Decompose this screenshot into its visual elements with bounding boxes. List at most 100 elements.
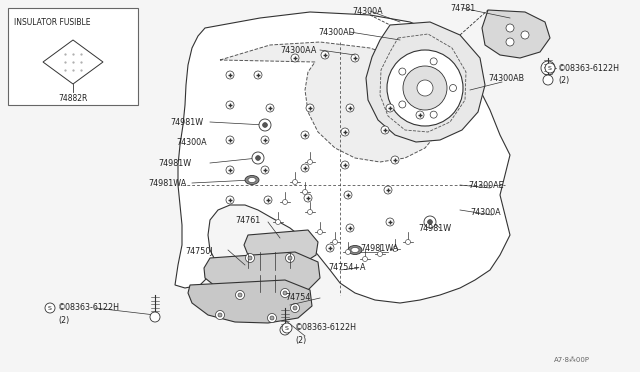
Circle shape	[378, 251, 383, 257]
Text: 74300AB: 74300AB	[488, 74, 524, 83]
Circle shape	[307, 209, 312, 215]
Text: 74754+A: 74754+A	[328, 263, 365, 273]
Ellipse shape	[351, 247, 359, 253]
Text: 74300AE: 74300AE	[468, 180, 504, 189]
Circle shape	[246, 253, 255, 263]
Polygon shape	[366, 22, 485, 142]
Circle shape	[346, 104, 354, 112]
Circle shape	[293, 306, 297, 310]
Text: S: S	[285, 326, 289, 330]
Ellipse shape	[245, 176, 259, 185]
Text: (2): (2)	[295, 336, 307, 344]
Circle shape	[248, 256, 252, 260]
Text: ©08363-6122H: ©08363-6122H	[558, 64, 620, 73]
Circle shape	[255, 155, 260, 160]
Text: (2): (2)	[58, 315, 69, 324]
Text: (2): (2)	[558, 76, 569, 84]
Circle shape	[399, 101, 406, 108]
Circle shape	[321, 51, 329, 59]
Circle shape	[392, 247, 397, 251]
Circle shape	[252, 152, 264, 164]
Circle shape	[291, 304, 300, 312]
Text: S: S	[48, 305, 52, 311]
Circle shape	[362, 257, 367, 262]
Circle shape	[262, 123, 268, 127]
Circle shape	[268, 314, 276, 323]
Circle shape	[416, 111, 424, 119]
Circle shape	[341, 161, 349, 169]
Circle shape	[346, 250, 351, 254]
Text: S: S	[548, 65, 552, 71]
Circle shape	[282, 323, 292, 333]
Circle shape	[254, 71, 262, 79]
Polygon shape	[204, 252, 320, 296]
Text: 74781: 74781	[450, 3, 476, 13]
Circle shape	[280, 289, 289, 298]
Circle shape	[216, 311, 225, 320]
Polygon shape	[220, 42, 445, 162]
Circle shape	[45, 303, 55, 313]
Circle shape	[226, 196, 234, 204]
Polygon shape	[43, 40, 103, 84]
Text: 74300AD: 74300AD	[318, 28, 355, 36]
Text: A7·8⁂00P: A7·8⁂00P	[554, 357, 590, 363]
Text: 74300A: 74300A	[470, 208, 500, 217]
Circle shape	[386, 104, 394, 112]
Circle shape	[303, 189, 307, 195]
Circle shape	[285, 253, 294, 263]
Text: 74981W: 74981W	[158, 158, 191, 167]
Text: 74300A: 74300A	[352, 6, 383, 16]
Circle shape	[264, 196, 272, 204]
Circle shape	[406, 240, 410, 244]
Circle shape	[541, 61, 555, 75]
Circle shape	[236, 291, 244, 299]
Text: INSULATOR FUSIBLE: INSULATOR FUSIBLE	[14, 17, 90, 26]
Circle shape	[521, 31, 529, 39]
Circle shape	[288, 256, 292, 260]
Circle shape	[301, 131, 309, 139]
Text: 74981W: 74981W	[418, 224, 451, 232]
Circle shape	[270, 316, 274, 320]
Polygon shape	[175, 12, 510, 303]
Circle shape	[351, 54, 359, 62]
Circle shape	[292, 180, 298, 185]
Circle shape	[506, 38, 514, 46]
Circle shape	[218, 313, 222, 317]
Circle shape	[280, 325, 290, 335]
Circle shape	[387, 50, 463, 126]
Circle shape	[226, 166, 234, 174]
Circle shape	[424, 216, 436, 228]
Circle shape	[384, 186, 392, 194]
Text: 74882R: 74882R	[58, 93, 88, 103]
Circle shape	[430, 111, 437, 118]
Circle shape	[543, 75, 553, 85]
Circle shape	[261, 166, 269, 174]
Polygon shape	[244, 230, 318, 265]
Text: 74300A: 74300A	[176, 138, 207, 147]
Circle shape	[317, 230, 323, 234]
Circle shape	[430, 58, 437, 65]
Circle shape	[150, 312, 160, 322]
Circle shape	[403, 66, 447, 110]
Text: 74750J: 74750J	[185, 247, 212, 257]
Polygon shape	[482, 10, 550, 58]
Circle shape	[306, 104, 314, 112]
Ellipse shape	[248, 177, 256, 183]
Circle shape	[301, 164, 309, 172]
Circle shape	[282, 199, 287, 205]
Circle shape	[283, 291, 287, 295]
Text: 74300AA: 74300AA	[280, 45, 316, 55]
Circle shape	[226, 136, 234, 144]
Text: 74754: 74754	[285, 294, 310, 302]
Text: ©08363-6122H: ©08363-6122H	[295, 324, 357, 333]
Circle shape	[341, 128, 349, 136]
Text: 74981W: 74981W	[170, 118, 203, 126]
Circle shape	[238, 293, 242, 297]
Circle shape	[275, 219, 280, 224]
Circle shape	[346, 224, 354, 232]
Text: 74981WA: 74981WA	[148, 179, 186, 187]
Circle shape	[304, 194, 312, 202]
Circle shape	[291, 54, 299, 62]
Circle shape	[399, 68, 406, 75]
Ellipse shape	[348, 246, 362, 254]
